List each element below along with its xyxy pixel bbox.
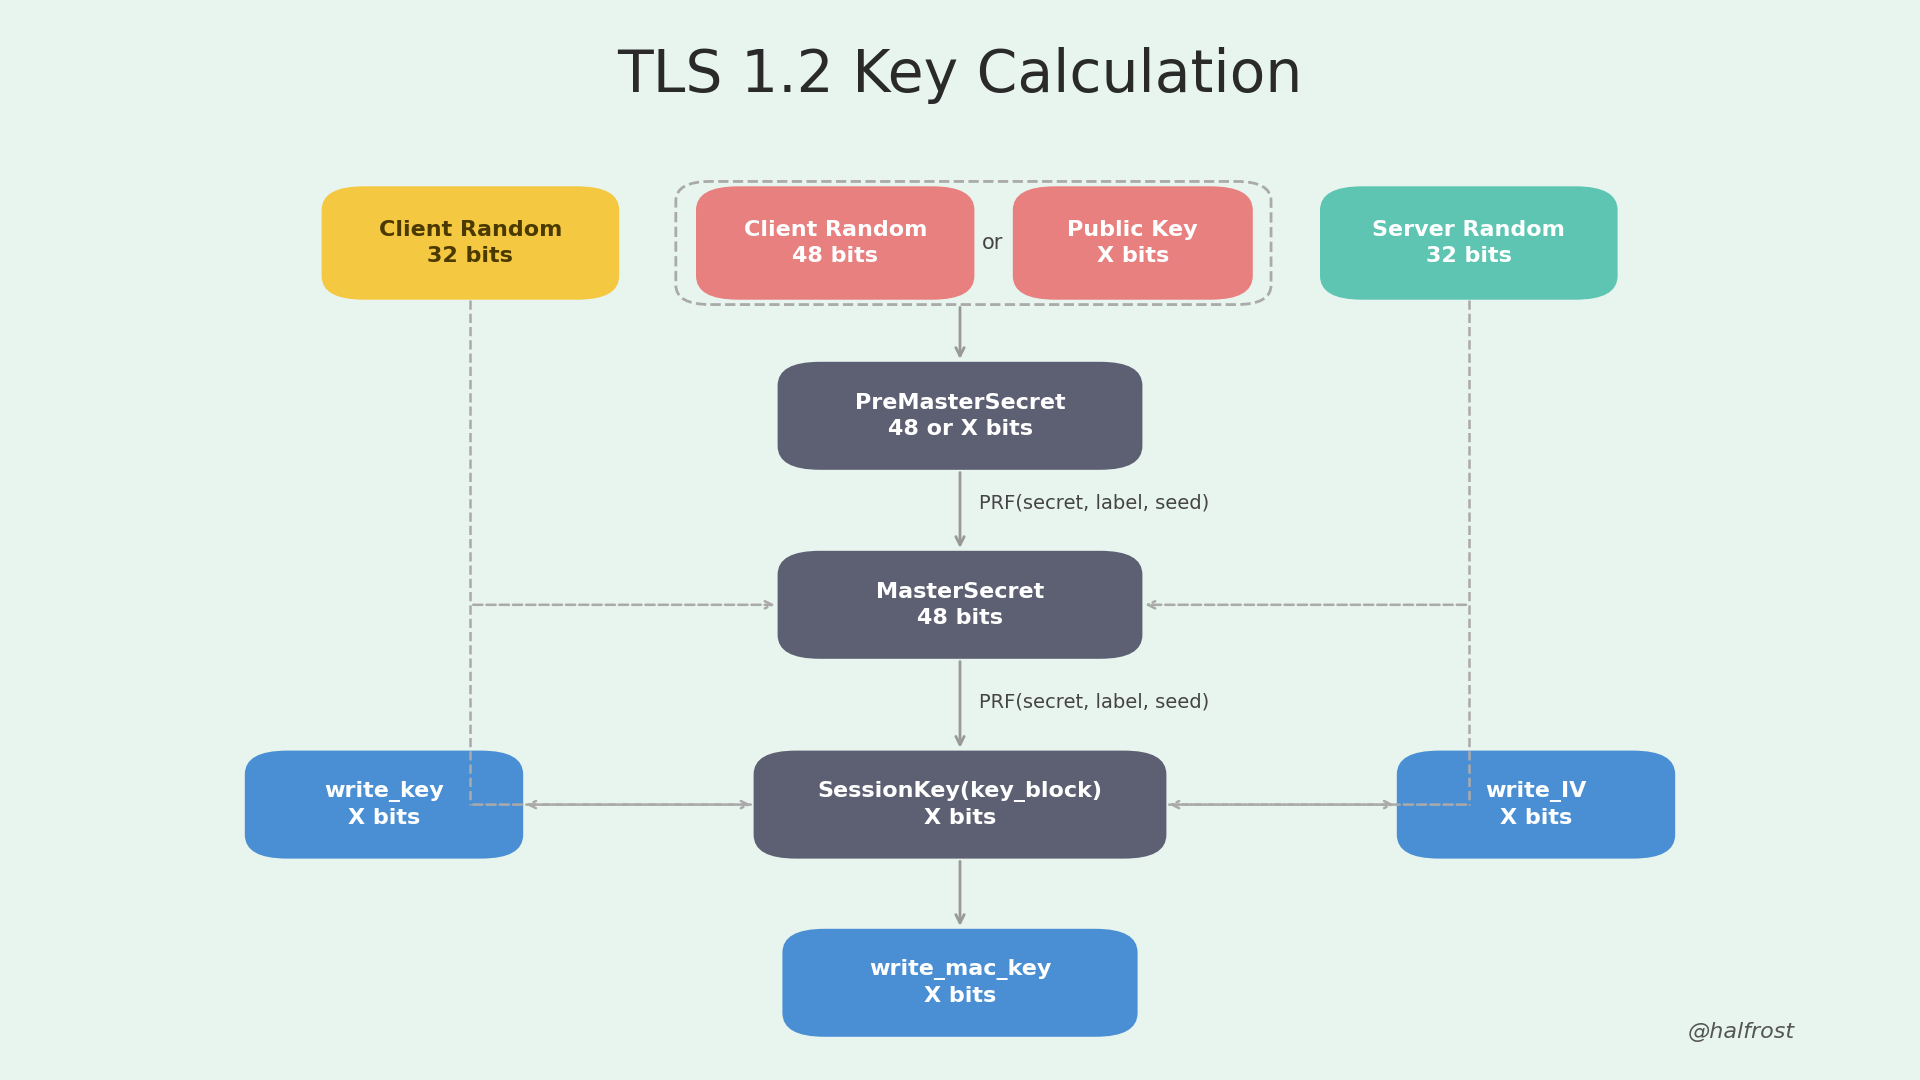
- Text: Server Random
32 bits: Server Random 32 bits: [1373, 220, 1565, 266]
- FancyBboxPatch shape: [778, 362, 1142, 470]
- Text: SessionKey(key_block)
X bits: SessionKey(key_block) X bits: [818, 781, 1102, 828]
- Text: @halfrost: @halfrost: [1688, 1022, 1795, 1042]
- Text: Public Key
X bits: Public Key X bits: [1068, 220, 1198, 266]
- Text: write_key
X bits: write_key X bits: [324, 781, 444, 828]
- FancyBboxPatch shape: [753, 751, 1167, 859]
- FancyBboxPatch shape: [1398, 751, 1674, 859]
- Text: TLS 1.2 Key Calculation: TLS 1.2 Key Calculation: [618, 48, 1302, 104]
- FancyBboxPatch shape: [783, 929, 1137, 1037]
- Text: write_IV
X bits: write_IV X bits: [1486, 781, 1586, 828]
- Text: Client Random
32 bits: Client Random 32 bits: [378, 220, 563, 266]
- Text: write_mac_key
X bits: write_mac_key X bits: [870, 959, 1050, 1007]
- FancyBboxPatch shape: [1321, 186, 1617, 299]
- Text: or: or: [981, 233, 1004, 253]
- Text: MasterSecret
48 bits: MasterSecret 48 bits: [876, 582, 1044, 627]
- FancyBboxPatch shape: [1014, 186, 1252, 299]
- FancyBboxPatch shape: [246, 751, 522, 859]
- Text: Client Random
48 bits: Client Random 48 bits: [743, 220, 927, 266]
- FancyBboxPatch shape: [695, 186, 973, 299]
- Text: PRF(secret, label, seed): PRF(secret, label, seed): [979, 692, 1210, 712]
- Text: PRF(secret, label, seed): PRF(secret, label, seed): [979, 494, 1210, 513]
- FancyBboxPatch shape: [778, 551, 1142, 659]
- Text: PreMasterSecret
48 or X bits: PreMasterSecret 48 or X bits: [854, 393, 1066, 438]
- FancyBboxPatch shape: [321, 186, 618, 299]
